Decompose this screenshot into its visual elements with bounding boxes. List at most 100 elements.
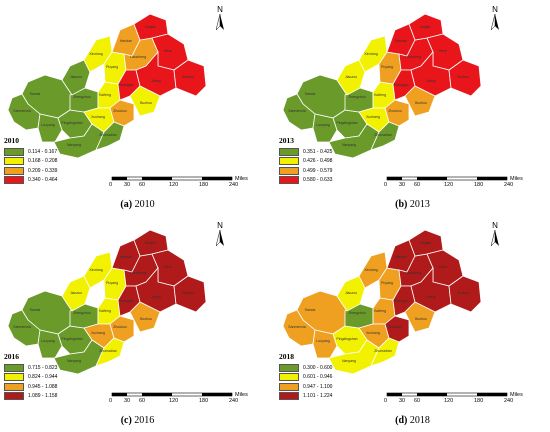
city-label: Liaocheng (130, 55, 146, 59)
scale-tick-label: 30 (124, 398, 131, 404)
legend-swatch (279, 157, 299, 166)
legend-swatch (279, 373, 299, 382)
city-label: Liaocheng (130, 271, 146, 275)
caption-year: 2013 (409, 199, 430, 210)
map-region (95, 121, 125, 151)
scale-tick-label: 180 (474, 182, 484, 188)
caption: (c) 2016 (0, 415, 275, 426)
scale-tick-label: 0 (109, 398, 113, 404)
city-label: Shangqiu (119, 83, 134, 87)
scale-tick-label: 240 (504, 398, 514, 404)
caption-label: (c) (120, 415, 132, 426)
city-label: Luoyang (316, 123, 329, 127)
legend: 2013 0.351 - 0.425 0.426 - 0.498 0.499 -… (279, 136, 332, 185)
legend-range: 0.580 - 0.633 (303, 177, 333, 184)
city-label: Sanxia (305, 308, 316, 312)
caption-label: (b) (395, 199, 408, 210)
choropleth-map-b: Sanxia Sanmenxia Luoyang Pingdingshan Zhengz… (282, 13, 482, 159)
city-label: Jiaozuo (70, 75, 82, 79)
legend-range: 0.945 - 1.088 (28, 383, 58, 390)
scale-tick-label: 120 (444, 182, 454, 188)
map-region (129, 301, 161, 333)
legend-item: 0.715 - 0.823 (4, 363, 57, 373)
legend-item: 0.426 - 0.498 (279, 157, 332, 167)
legend-range: 0.209 - 0.339 (28, 167, 58, 174)
city-label: Xuchang (366, 331, 380, 335)
scale-tick-label: 0 (109, 182, 113, 188)
north-arrow: N (213, 6, 227, 32)
legend-range: 0.168 - 0.208 (28, 158, 58, 165)
legend-swatch (279, 166, 299, 175)
legend-range: 0.300 - 0.600 (303, 364, 333, 371)
legend-item: 0.601 - 0.946 (279, 373, 332, 383)
caption: (a) 2010 (0, 199, 275, 210)
city-label: Bozhou (415, 101, 427, 105)
city-label: Jining (426, 295, 435, 299)
scale-unit: Miles (510, 176, 523, 182)
city-label: Shangqiu (394, 299, 409, 303)
scale-bar-graphic (111, 392, 233, 397)
scale-unit: Miles (235, 176, 248, 182)
city-label: Xinxiang (89, 268, 102, 272)
city-label: Shangqiu (394, 83, 409, 87)
scale-tick-label: 240 (229, 398, 239, 404)
scale-tick-label: 60 (139, 398, 146, 404)
scale-unit: Miles (510, 392, 523, 398)
city-label: Pingdingshan (336, 121, 357, 125)
north-arrow-icon (215, 13, 224, 31)
city-label: Shangqiu (119, 299, 134, 303)
city-label: Jining (426, 79, 435, 83)
legend-range: 0.824 - 0.944 (28, 374, 58, 381)
caption-year: 2010 (134, 199, 155, 210)
caption: (d) 2018 (275, 415, 550, 426)
legend-item: 1.089 - 1.158 (4, 392, 57, 402)
north-arrow: N (488, 222, 502, 248)
city-label: Heze (439, 49, 447, 53)
choropleth-map-d: Sanxia Sanmenxia Luoyang Pingdingshan Zhengz… (282, 229, 482, 375)
scale-tick-label: 0 (384, 182, 388, 188)
city-label: Handan (120, 255, 132, 259)
map-region (370, 337, 400, 367)
city-label: Puyang (381, 281, 393, 285)
city-label: Heze (164, 265, 172, 269)
north-label: N (217, 5, 223, 14)
city-label: Xingtai (420, 25, 431, 29)
city-label: Xinxiang (89, 52, 102, 56)
city-label: Liaocheng (405, 271, 421, 275)
legend-item: 0.499 - 0.579 (279, 166, 332, 176)
legend-item: 0.580 - 0.633 (279, 176, 332, 186)
north-arrow: N (213, 222, 227, 248)
city-label: Kaifeng (374, 309, 386, 313)
map-region (404, 301, 436, 333)
legend-item: 0.300 - 0.600 (279, 363, 332, 373)
legend-swatch (4, 157, 24, 166)
map-region (129, 85, 161, 117)
scale-tick-label: 30 (124, 182, 131, 188)
city-label: Xingtai (420, 241, 431, 245)
legend-swatch (4, 166, 24, 175)
legend-range: 1.101 - 1.224 (303, 393, 333, 400)
city-label: Liaocheng (405, 55, 421, 59)
scale-bar: 0 30 60 120 180 240 Miles (108, 175, 258, 191)
legend-item: 0.340 - 0.464 (4, 176, 57, 186)
city-label: Luoyang (316, 339, 329, 343)
city-label: Handan (395, 39, 407, 43)
legend-year: 2018 (279, 352, 294, 361)
city-label: Zhumadian (99, 133, 117, 137)
legend-item: 0.824 - 0.944 (4, 373, 57, 383)
legend-range: 0.601 - 0.946 (303, 374, 333, 381)
city-label: Xuzhou (182, 291, 194, 295)
north-label: N (492, 221, 498, 230)
scale-tick-label: 30 (399, 398, 406, 404)
city-label: Luoyang (41, 123, 54, 127)
legend-swatch (4, 392, 24, 401)
legend-year: 2013 (279, 136, 294, 145)
choropleth-map-a: Sanxia Sanmenxia Luoyang Pingdingshan Zhengz… (7, 13, 207, 159)
city-label: Jiaozuo (345, 291, 357, 295)
legend-item: 0.945 - 1.088 (4, 382, 57, 392)
city-label: Xuchang (91, 331, 105, 335)
map-region (404, 85, 436, 117)
city-label: Zhoukou (113, 325, 127, 329)
city-label: Handan (120, 39, 132, 43)
city-label: Pingdingshan (61, 121, 82, 125)
